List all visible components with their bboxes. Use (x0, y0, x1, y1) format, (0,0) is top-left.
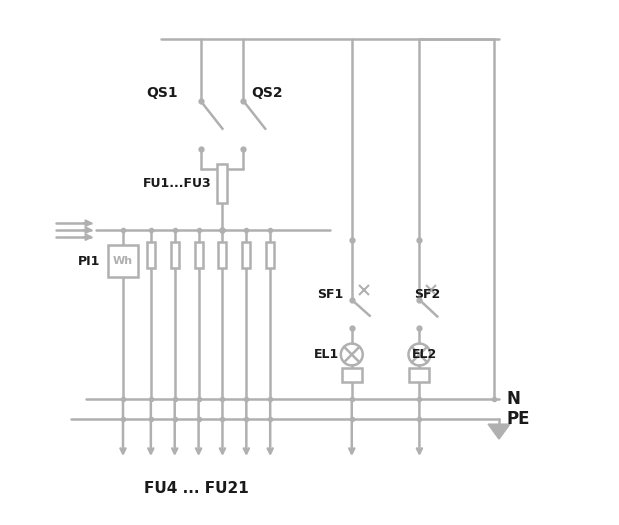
Bar (342, 369, 361, 382)
Text: FU1...FU3: FU1...FU3 (142, 177, 211, 190)
Text: EL1: EL1 (314, 348, 339, 361)
Bar (266, 242, 274, 268)
Bar (147, 242, 155, 268)
Text: FU4 ... FU21: FU4 ... FU21 (144, 481, 249, 496)
Bar (171, 242, 179, 268)
Text: EL2: EL2 (412, 348, 437, 361)
Text: Wh: Wh (113, 256, 133, 266)
Bar (217, 163, 227, 203)
Text: PE: PE (507, 410, 530, 428)
Text: PI1: PI1 (78, 255, 101, 268)
Bar (409, 369, 430, 382)
Bar (108, 245, 138, 277)
Bar (194, 242, 202, 268)
Bar (243, 242, 250, 268)
Bar (219, 242, 227, 268)
Polygon shape (488, 424, 510, 439)
Text: N: N (507, 390, 521, 408)
Text: QS1: QS1 (146, 86, 178, 100)
Text: SF2: SF2 (415, 288, 441, 301)
Text: QS2: QS2 (251, 86, 283, 100)
Text: SF1: SF1 (317, 288, 343, 301)
